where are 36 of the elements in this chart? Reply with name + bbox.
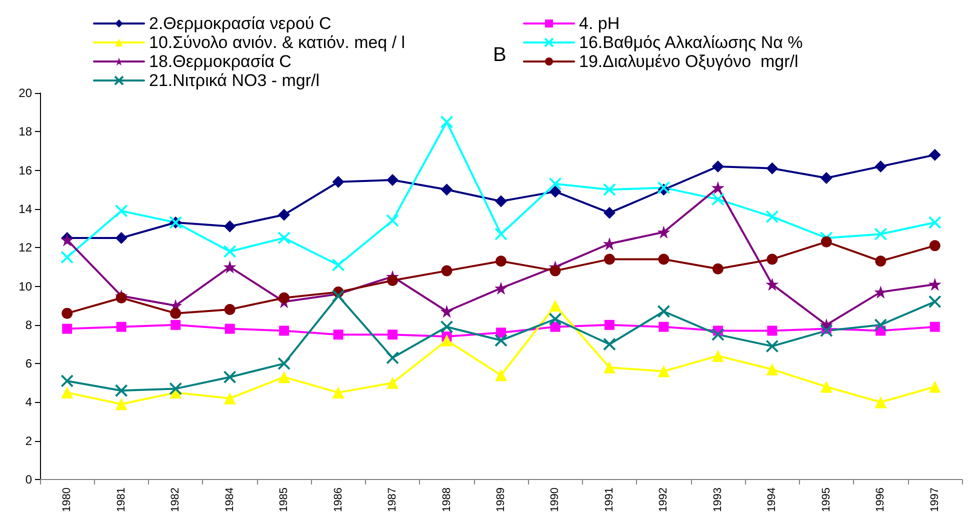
y-tick-label: 6 xyxy=(25,356,32,371)
y-tick-label: 16 xyxy=(18,163,32,178)
legend-label: 4. pH xyxy=(579,14,620,33)
legend-label: 21.Νιτρικά ΝΟ3 - mgr/l xyxy=(149,71,320,90)
x-tick-label: 1987 xyxy=(386,488,399,512)
y-tick-label: 12 xyxy=(18,240,32,255)
y-tick-label: 20 xyxy=(18,86,32,100)
x-tick-label: 1982 xyxy=(170,488,182,512)
x-tick-label: 1984 xyxy=(224,488,236,512)
chart-title: B xyxy=(493,44,506,66)
x-tick-label: 1991 xyxy=(603,488,616,512)
legend-label: 16.Βαθμός Αλκαλίωσης Να % xyxy=(579,33,803,52)
x-tick-label: 1997 xyxy=(928,488,941,512)
x-tick-label: 1989 xyxy=(495,488,507,512)
x-tick-label: 1993 xyxy=(712,488,724,512)
y-tick-label: 14 xyxy=(18,202,32,216)
x-tick-label: 1990 xyxy=(549,488,562,512)
x-tick-label: 1996 xyxy=(874,488,887,512)
legend-label: 2.Θερμοκρασία νερού C xyxy=(149,14,332,33)
x-tick-label: 1988 xyxy=(440,488,453,512)
x-tick-label: 1992 xyxy=(658,488,670,512)
x-tick-label: 1980 xyxy=(61,488,74,512)
x-tick-label: 1994 xyxy=(766,488,778,512)
y-tick-label: 8 xyxy=(25,318,32,332)
y-tick-label: 4 xyxy=(25,395,32,410)
legend-label: 18.Θερμοκρασία C xyxy=(149,52,292,71)
y-tick-label: 18 xyxy=(18,124,32,139)
y-tick-label: 2 xyxy=(25,434,32,448)
x-tick-label: 1981 xyxy=(115,488,128,512)
x-tick-label: 1985 xyxy=(278,488,290,512)
y-tick-label: 10 xyxy=(18,279,32,294)
x-tick-label: 1986 xyxy=(332,488,344,512)
legend-label: 19.Διαλυμένο Οξυγόνο mgr/l xyxy=(579,52,798,71)
x-tick-label: 1995 xyxy=(820,488,832,512)
y-tick-label: 0 xyxy=(25,472,32,487)
legend-label: 10.Σύνολο ανιόν. & κατιόν. meq / l xyxy=(149,33,406,52)
